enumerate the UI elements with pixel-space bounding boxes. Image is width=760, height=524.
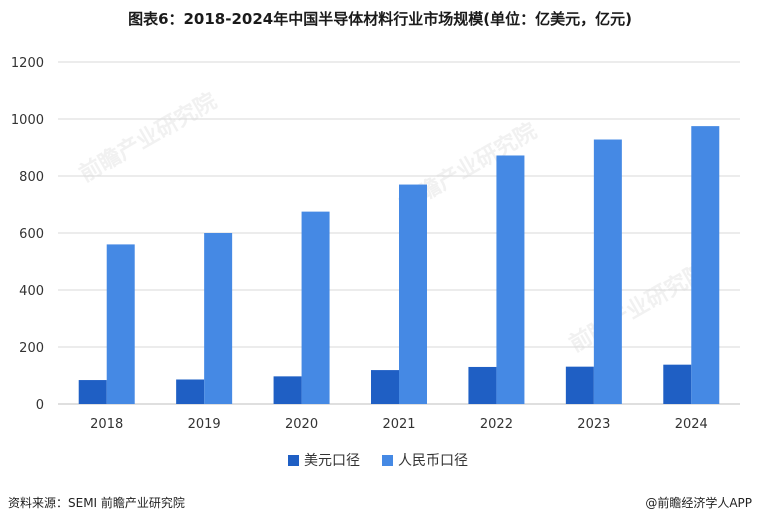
y-tick-label: 800 xyxy=(19,170,44,185)
bar xyxy=(106,244,135,404)
chart-title: 图表6：2018-2024年中国半导体材料行业市场规模(单位：亿美元，亿元) xyxy=(128,10,632,28)
bar xyxy=(176,379,205,404)
legend-label: 人民币口径 xyxy=(398,453,468,469)
legend-swatch xyxy=(382,455,393,466)
bar xyxy=(371,370,399,404)
bar xyxy=(565,366,594,404)
x-tick-label: 2020 xyxy=(285,417,318,432)
bar xyxy=(399,184,427,404)
bar xyxy=(468,366,497,404)
legend: 美元口径 人民币口径 xyxy=(288,453,468,469)
y-tick-label: 400 xyxy=(19,284,44,299)
y-tick-label: 1200 xyxy=(11,56,44,71)
legend-label: 美元口径 xyxy=(304,453,360,469)
x-tick-label: 2018 xyxy=(90,417,123,432)
bar xyxy=(663,364,692,404)
legend-swatch xyxy=(288,455,299,466)
bar xyxy=(273,376,302,404)
bar xyxy=(78,380,107,404)
x-tick-label: 2019 xyxy=(188,417,221,432)
y-tick-label: 0 xyxy=(36,398,44,413)
x-tick-label: 2023 xyxy=(577,417,610,432)
source-note: 资料来源：SEMI 前瞻产业研究院 xyxy=(8,496,185,510)
bar xyxy=(301,211,330,404)
x-tick-label: 2021 xyxy=(382,417,415,432)
x-axis-ticks: 2018 2019 2020 2021 2022 2023 2024 xyxy=(90,417,708,432)
bar xyxy=(593,139,622,404)
bars xyxy=(78,126,720,404)
credit-note: @前瞻经济学人APP xyxy=(645,496,752,510)
bar xyxy=(496,155,525,404)
x-tick-label: 2024 xyxy=(675,417,708,432)
y-tick-label: 200 xyxy=(19,341,44,356)
bar xyxy=(204,233,233,404)
y-tick-label: 1000 xyxy=(11,113,44,128)
y-tick-label: 600 xyxy=(19,227,44,242)
x-tick-label: 2022 xyxy=(480,417,513,432)
bar xyxy=(691,126,720,404)
y-axis-ticks: 0 200 400 600 800 1000 1200 xyxy=(11,56,44,413)
